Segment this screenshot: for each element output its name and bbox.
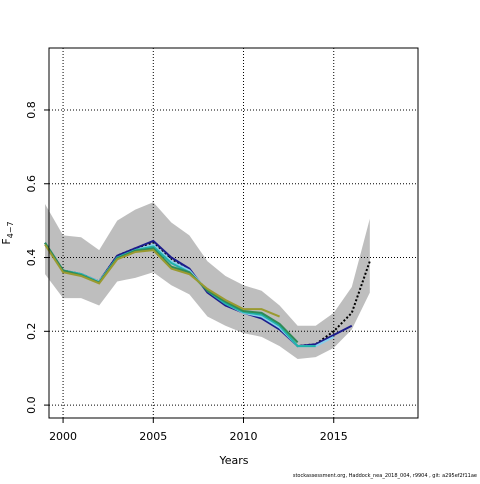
x-tick-label: 2000	[49, 430, 77, 443]
confidence-band	[45, 202, 370, 359]
footer: stockassessment.org, Haddock_nea_2018_00…	[293, 473, 477, 479]
x-axis-label: Years	[218, 454, 248, 467]
y-tick-label: 0.2	[25, 323, 38, 341]
y-label-sub: 4−7	[6, 221, 15, 238]
y-tick-label: 0.0	[25, 396, 38, 414]
y-axis-label: F4−7	[0, 221, 15, 244]
y-label-main: F	[0, 238, 13, 244]
y-tick-label: 0.8	[25, 101, 38, 119]
x-tick-label: 2010	[230, 430, 258, 443]
series-line	[44, 244, 280, 318]
x-tick-label: 2015	[320, 430, 348, 443]
y-tick-label: 0.4	[25, 249, 38, 267]
plot-frame	[48, 47, 419, 419]
x-tick-label: 2005	[139, 430, 167, 443]
y-tick-label: 0.6	[25, 175, 38, 193]
